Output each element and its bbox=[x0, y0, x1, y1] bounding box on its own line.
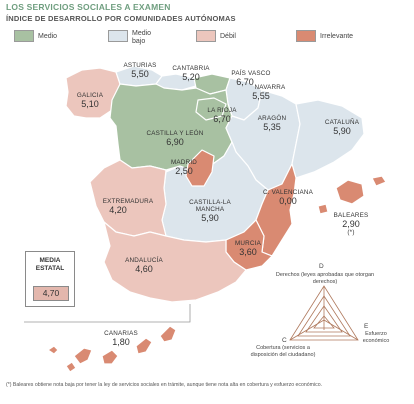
region-name-canarias: CANARIAS bbox=[104, 330, 138, 337]
triangle-d-text: Derechos (leyes aprobadas que otorgan de… bbox=[275, 272, 375, 285]
region-name-castilla-la-mancha: CASTILLA-LA MANCHA bbox=[189, 199, 231, 213]
region-name-la-rioja: LA RIOJA bbox=[207, 107, 237, 114]
region-value-extremadura: 4,20 bbox=[109, 205, 127, 215]
region-label-madrid: MADRID 2,50 bbox=[171, 159, 197, 176]
region-name-baleares: BALEARES bbox=[333, 212, 369, 219]
region-label-pais-vasco: PAÍS VASCO 6,70 bbox=[231, 70, 270, 87]
region-note-baleares: (*) bbox=[347, 229, 355, 236]
region-label-canarias: CANARIAS 1,80 bbox=[104, 330, 138, 347]
region-label-andalucia: ANDALUCÍA 4,60 bbox=[125, 257, 163, 274]
region-value-asturias: 5,50 bbox=[131, 69, 149, 79]
region-label-aragon: ARAGÓN 5,35 bbox=[258, 115, 287, 132]
region-value-pais-vasco: 6,70 bbox=[236, 77, 254, 87]
region-label-galicia: GALICIA 5,10 bbox=[77, 92, 103, 109]
map-subtitle: ÍNDICE DE DESARROLLO POR COMUNIDADES AUT… bbox=[6, 14, 236, 23]
legend-swatch-irrelevante bbox=[296, 30, 316, 42]
triangle-diagram bbox=[289, 285, 359, 341]
region-name-pais-vasco: PAÍS VASCO bbox=[231, 70, 271, 77]
region-value-navarra: 5,55 bbox=[252, 91, 270, 101]
region-name-c-valenciana: C. VALENCIANA bbox=[262, 189, 314, 196]
national-average-label: MEDIA ESTATAL bbox=[35, 257, 65, 272]
legend-swatch-medio-bajo bbox=[108, 30, 128, 42]
region-label-murcia: MURCIA 3,60 bbox=[235, 240, 261, 257]
region-name-asturias: ASTURIAS bbox=[123, 62, 157, 69]
region-baleares-mallorca bbox=[335, 179, 365, 205]
region-name-galicia: GALICIA bbox=[76, 92, 104, 99]
region-label-la-rioja: LA RIOJA 6,70 bbox=[207, 107, 236, 124]
region-name-madrid: MADRID bbox=[170, 159, 198, 166]
region-value-baleares: 2,90 bbox=[342, 219, 360, 229]
region-canarias-3 bbox=[65, 361, 77, 373]
region-value-andalucia: 4,60 bbox=[135, 264, 153, 274]
region-value-galicia: 5,10 bbox=[81, 99, 99, 109]
region-name-cataluna: CATALUÑA bbox=[324, 119, 360, 126]
region-label-asturias: ASTURIAS 5,50 bbox=[123, 62, 156, 79]
region-value-murcia: 3,60 bbox=[239, 247, 257, 257]
region-madrid bbox=[185, 149, 215, 187]
region-name-extremadura: EXTREMADURA bbox=[102, 198, 154, 205]
region-label-cantabria: CANTABRIA 5,20 bbox=[172, 65, 209, 82]
region-value-c-valenciana: 0,00 bbox=[279, 196, 297, 206]
triangle-d-letter: D bbox=[319, 263, 324, 270]
region-label-cataluna: CATALUÑA 5,90 bbox=[325, 119, 359, 136]
region-value-cantabria: 5,20 bbox=[182, 72, 200, 82]
region-la-rioja bbox=[195, 97, 227, 121]
region-value-aragon: 5,35 bbox=[263, 122, 281, 132]
region-label-castilla-y-leon: CASTILLA Y LEÓN 6,90 bbox=[146, 130, 203, 147]
region-value-madrid: 2,50 bbox=[175, 166, 193, 176]
national-average-value: 4,70 bbox=[33, 286, 69, 301]
region-baleares-ibiza bbox=[317, 203, 329, 215]
region-baleares-menorca bbox=[371, 175, 387, 187]
national-average-box: MEDIA ESTATAL 4,70 bbox=[25, 251, 75, 307]
triangle-c-letter: C bbox=[282, 337, 287, 344]
region-name-murcia: MURCIA bbox=[234, 240, 262, 247]
region-value-canarias: 1,80 bbox=[112, 337, 130, 347]
region-canarias-2 bbox=[73, 347, 93, 365]
region-canarias-4 bbox=[101, 349, 119, 365]
legend-label-irrelevante: Irrelevante bbox=[320, 33, 354, 40]
triangle-c-text: Cobertura (servicios a disposición del c… bbox=[250, 345, 316, 358]
region-name-navarra: NAVARRA bbox=[254, 84, 286, 91]
region-value-cataluna: 5,90 bbox=[333, 126, 351, 136]
region-canarias-1 bbox=[47, 345, 59, 355]
region-value-la-rioja: 6,70 bbox=[213, 114, 231, 124]
footnote: (*) Baleares obtiene nota baja por tener… bbox=[6, 382, 323, 388]
region-name-andalucia: ANDALUCÍA bbox=[125, 257, 163, 264]
legend-label-medio: Medio bbox=[38, 33, 58, 40]
region-canarias-5 bbox=[135, 337, 153, 355]
region-andalucia bbox=[103, 221, 247, 303]
region-name-cantabria: CANTABRIA bbox=[172, 65, 210, 72]
region-label-baleares: BALEARES 2,90 (*) bbox=[334, 212, 369, 236]
region-label-extremadura: EXTREMADURA 4,20 bbox=[103, 198, 153, 215]
region-cataluna bbox=[291, 99, 365, 179]
map-title: LOS SERVICIOS SOCIALES A EXAMEN bbox=[6, 2, 171, 12]
region-canarias-6 bbox=[159, 325, 177, 343]
legend-label-medio-bajo: Medio bajo bbox=[132, 30, 152, 45]
triangle-e-letter: E bbox=[364, 323, 369, 330]
legend-swatch-medio bbox=[14, 30, 34, 42]
region-value-castilla-la-mancha: 5,90 bbox=[201, 213, 219, 223]
region-label-c-valenciana: C. VALENCIANA 0,00 bbox=[263, 189, 313, 206]
region-label-navarra: NAVARRA 5,55 bbox=[252, 84, 286, 101]
legend-swatch-debil bbox=[196, 30, 216, 42]
legend-label-debil: Débil bbox=[220, 33, 236, 40]
canarias-frame bbox=[24, 304, 191, 323]
triangle-e-text: Esfuerzo económico bbox=[362, 331, 390, 344]
region-label-castilla-la-mancha: CASTILLA-LA MANCHA 5,90 bbox=[175, 199, 245, 223]
region-value-castilla-y-leon: 6,90 bbox=[166, 137, 184, 147]
region-name-castilla-y-leon: CASTILLA Y LEÓN bbox=[146, 130, 204, 137]
region-name-aragon: ARAGÓN bbox=[257, 115, 287, 122]
